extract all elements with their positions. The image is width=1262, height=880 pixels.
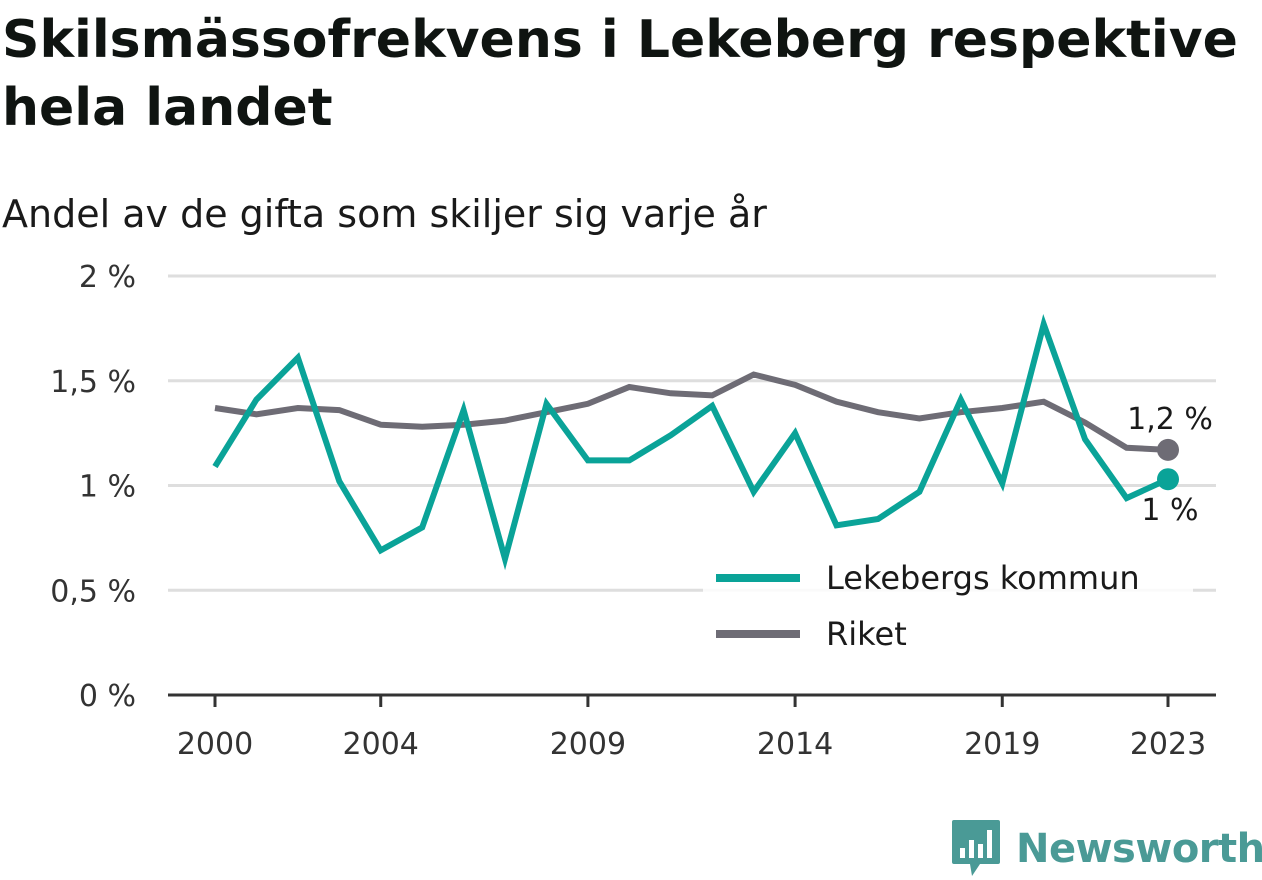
series-line-lekeberg bbox=[212, 314, 1170, 571]
end-point-riket bbox=[1157, 438, 1179, 461]
legend-label: Riket bbox=[826, 615, 907, 653]
newsworthy-logo: Newsworthy bbox=[950, 818, 1262, 880]
legend-label: Lekebergs kommun bbox=[826, 559, 1140, 597]
x-tick-label: 2019 bbox=[964, 727, 1040, 762]
end-label-lekeberg: 1 % bbox=[1141, 493, 1198, 528]
end-label-riket: 1,2 % bbox=[1127, 402, 1213, 437]
y-axis-ticks: 0 % 0,5 % 1 % 1,5 % 2 % bbox=[50, 260, 136, 714]
x-tick-label: 2014 bbox=[757, 727, 833, 762]
legend: Lekebergs kommun Riket bbox=[703, 548, 1193, 658]
end-point-lekeberg bbox=[1157, 468, 1179, 491]
bar-chart-speech-bubble-icon bbox=[952, 820, 1000, 876]
x-tick-label: 2004 bbox=[343, 727, 419, 762]
x-tick-label: 2009 bbox=[550, 727, 626, 762]
y-tick-label: 0 % bbox=[79, 679, 136, 714]
brand-name: Newsworthy bbox=[1016, 826, 1262, 872]
y-tick-label: 1 % bbox=[79, 470, 136, 505]
series-line-riket bbox=[214, 371, 1169, 453]
chart-title: Skilsmässofrekvens i Lekeberg respektive… bbox=[2, 10, 1238, 138]
y-tick-label: 2 % bbox=[79, 260, 136, 295]
x-tick-label: 2023 bbox=[1130, 727, 1206, 762]
x-axis: 2000 2004 2009 2014 2019 2023 bbox=[168, 693, 1216, 762]
y-tick-label: 1,5 % bbox=[50, 365, 136, 400]
legend-background bbox=[703, 548, 1193, 658]
x-tick-label: 2000 bbox=[177, 727, 253, 762]
series-lines: 1 % 1,2 % bbox=[212, 314, 1213, 571]
y-tick-label: 0,5 % bbox=[50, 574, 136, 609]
chart-subtitle: Andel av de gifta som skiljer sig varje … bbox=[2, 192, 767, 236]
